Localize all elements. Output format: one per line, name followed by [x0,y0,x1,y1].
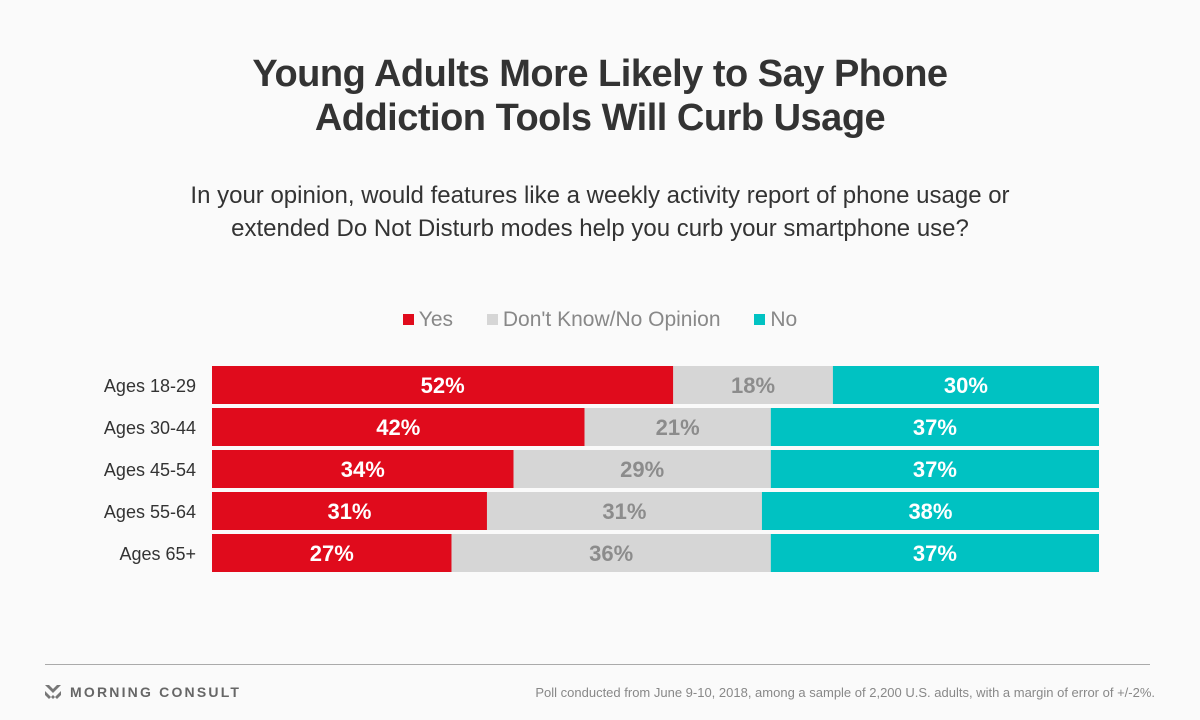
bar-segment-don-t-know-no-opinion [486,492,762,530]
bar-segment-no [832,366,1099,404]
source-note: Poll conducted from June 9-10, 2018, amo… [535,685,1155,700]
data-label: 38% [908,499,952,524]
data-label: 31% [327,499,371,524]
chart-subtitle: In your opinion, would features like a w… [0,179,1200,245]
data-label: 37% [913,457,957,482]
legend-swatch-dont-know [486,314,498,325]
category-label: Ages 55-64 [104,502,196,522]
bar-segment-don-t-know-no-opinion [451,534,771,572]
bar-segment-yes [212,366,674,404]
category-label: Ages 45-54 [104,460,196,480]
bar-segment-no [770,450,1099,488]
bar-segment-no [761,492,1099,530]
chart-subtitle-line: extended Do Not Disturb modes help you c… [231,215,969,242]
category-label: Ages 18-29 [104,376,196,396]
chart-title-line: Addiction Tools Will Curb Usage [314,97,886,139]
bar-segment-don-t-know-no-opinion [673,366,833,404]
legend-swatch-yes [402,314,414,325]
data-label: 30% [944,373,988,398]
brand-name: MORNING CONSULT [70,684,242,700]
chart-title-line: Young Adults More Likely to Say Phone [252,53,948,95]
morning-consult-logo-icon [45,685,61,699]
brand: MORNING CONSULT [45,684,241,700]
bar-segment-yes [212,450,514,488]
data-label: 31% [602,499,646,524]
bar-segment-no [770,534,1099,572]
bar-segment-yes [212,408,585,446]
data-label: 36% [589,541,633,566]
legend-label: Yes [418,307,454,331]
data-label: 18% [731,373,775,398]
data-label: 34% [341,457,385,482]
legend-swatch-no [754,314,766,325]
chart-subtitle-line: In your opinion, would features like a w… [190,182,1010,209]
legend: Yes Don't Know/No Opinion No [0,306,1200,333]
footer-divider [45,664,1150,665]
legend-item-yes: Yes [402,307,454,333]
data-label: 21% [656,415,700,440]
bar-segment-don-t-know-no-opinion [513,450,771,488]
data-label: 27% [310,541,354,566]
legend-item-dont-know: Don't Know/No Opinion [486,307,721,333]
data-label: 37% [913,415,957,440]
data-label: 29% [620,457,664,482]
legend-label: Don't Know/No Opinion [502,307,721,331]
category-label: Ages 30-44 [104,418,196,438]
bar-segment-yes [212,534,452,572]
legend-label: No [770,307,798,331]
bar-segment-don-t-know-no-opinion [584,408,771,446]
data-label: 37% [913,541,957,566]
legend-item-no: No [754,307,797,333]
chart-title: Young Adults More Likely to Say Phone Ad… [0,52,1200,140]
data-label: 42% [376,415,420,440]
bar-segment-yes [212,492,487,530]
bar-segment-no [770,408,1099,446]
category-label: Ages 65+ [119,544,196,564]
data-label: 52% [421,373,465,398]
